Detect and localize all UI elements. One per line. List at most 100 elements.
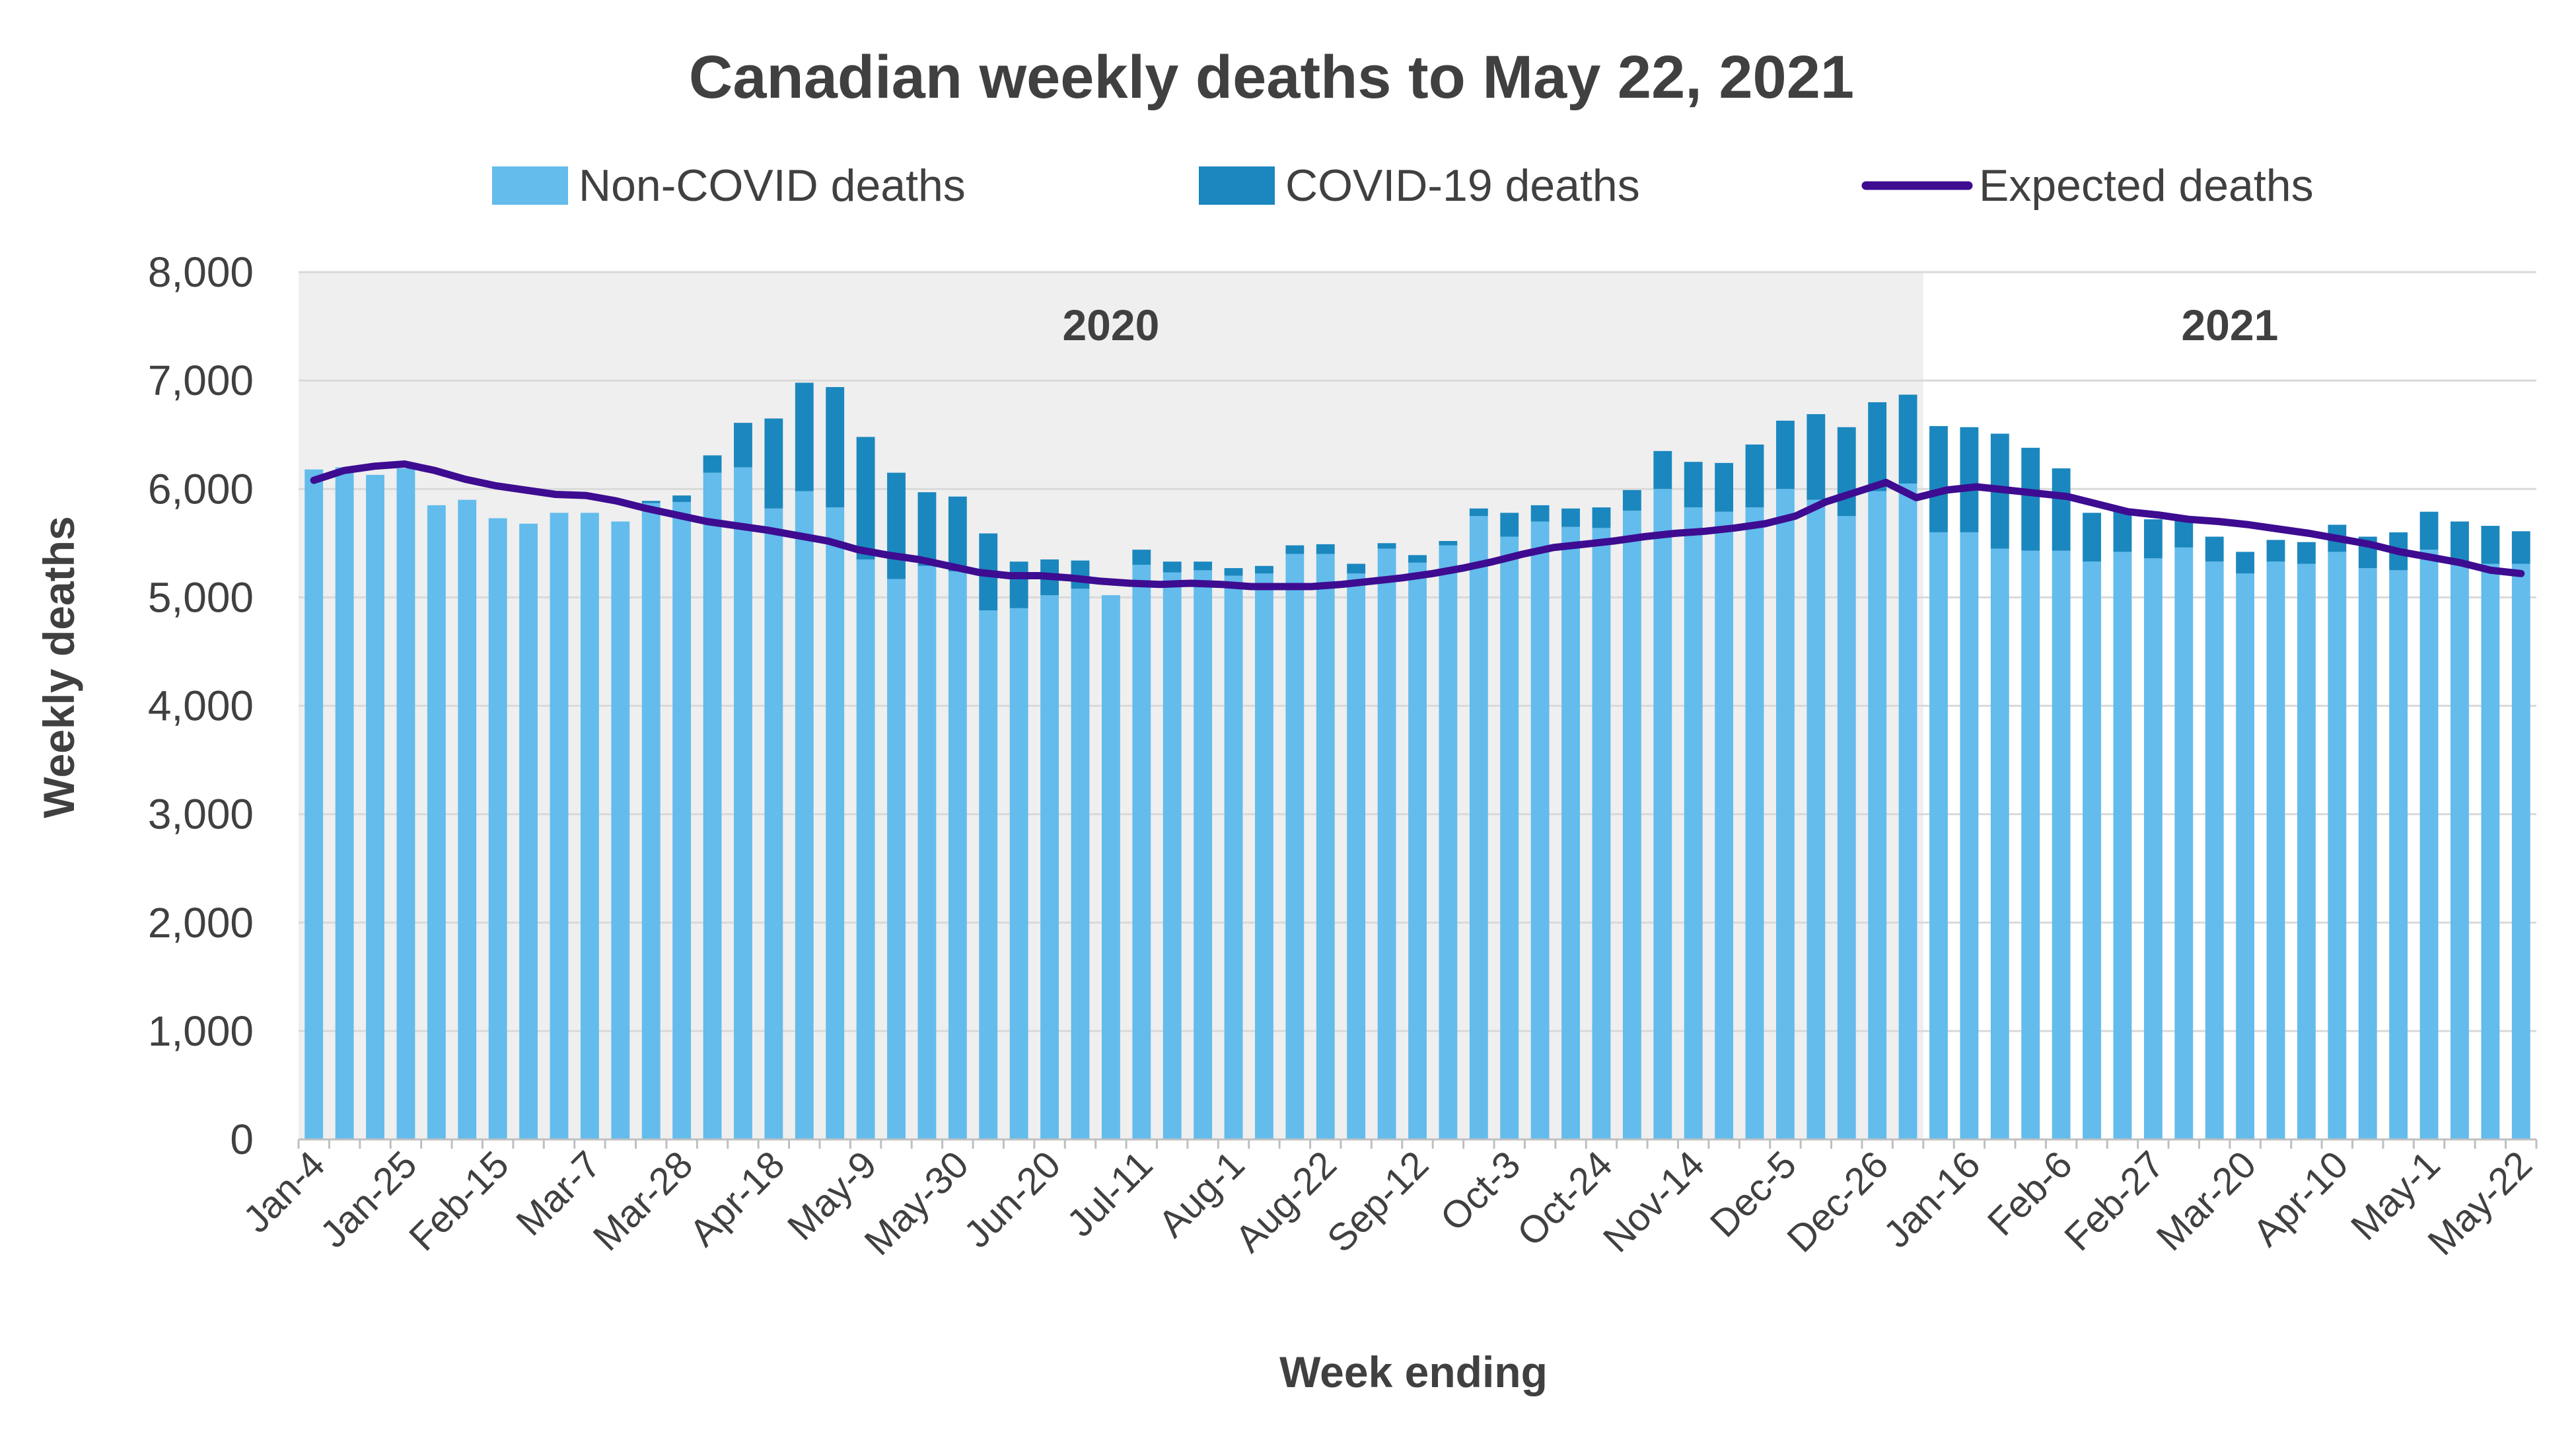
bar-non-covid-1 xyxy=(335,467,354,1139)
x-axis-title: Week ending xyxy=(1279,1348,1548,1396)
legend-label-non-covid: Non-COVID deaths xyxy=(579,161,966,211)
bar-non-covid-15 xyxy=(764,508,783,1139)
bar-non-covid-7 xyxy=(519,523,538,1139)
bar-non-covid-66 xyxy=(2328,552,2347,1139)
bar-non-covid-49 xyxy=(1807,499,1826,1139)
bar-non-covid-58 xyxy=(2083,561,2101,1139)
bar-covid-45 xyxy=(1684,462,1703,508)
bar-non-covid-21 xyxy=(948,571,967,1139)
legend-swatch-non-covid xyxy=(492,166,568,205)
bar-covid-42 xyxy=(1592,507,1611,528)
bar-non-covid-24 xyxy=(1040,595,1059,1139)
bar-non-covid-47 xyxy=(1745,507,1764,1139)
bar-non-covid-18 xyxy=(856,559,875,1139)
y-ticks: 0 1,000 2,000 3,000 4,000 5,000 6,000 7,000 8,00… xyxy=(148,248,254,1163)
expected-line-group xyxy=(310,460,2525,591)
bar-non-covid-71 xyxy=(2481,563,2500,1139)
bar-covid-30 xyxy=(1224,568,1243,576)
bar-covid-59 xyxy=(2113,511,2132,552)
x-tick-label-Jun-20: Jun-20 xyxy=(956,1143,1069,1256)
y-axis-title: Weekly deaths xyxy=(34,516,83,818)
year-band-label-2020: 2020 xyxy=(1062,301,1159,349)
x-tick-label-Apr-18: Apr-18 xyxy=(681,1143,793,1254)
x-tick-label-Jan-25: Jan-25 xyxy=(312,1143,425,1256)
bar-non-covid-20 xyxy=(917,565,937,1139)
bar-covid-72 xyxy=(2511,531,2530,564)
bar-non-covid-14 xyxy=(734,467,752,1139)
bar-non-covid-59 xyxy=(2113,552,2132,1139)
bar-covid-14 xyxy=(734,423,752,468)
bar-non-covid-10 xyxy=(611,521,630,1139)
bar-non-covid-57 xyxy=(2052,550,2071,1139)
bar-non-covid-0 xyxy=(304,469,324,1139)
bar-non-covid-70 xyxy=(2451,565,2469,1139)
x-tick-label-Mar-20: Mar-20 xyxy=(2148,1143,2264,1259)
bar-covid-23 xyxy=(1009,561,1028,608)
bar-non-covid-60 xyxy=(2143,558,2163,1139)
y-tick-label-5000: 5,000 xyxy=(148,573,254,621)
bar-non-covid-38 xyxy=(1469,516,1488,1139)
bar-covid-51 xyxy=(1868,402,1887,491)
bar-covid-57 xyxy=(2052,468,2071,551)
bar-non-covid-36 xyxy=(1408,562,1427,1139)
bar-covid-13 xyxy=(703,455,722,473)
bar-non-covid-67 xyxy=(2358,568,2377,1139)
bar-non-covid-2 xyxy=(366,474,384,1139)
bar-covid-19 xyxy=(887,472,906,579)
bar-non-covid-23 xyxy=(1009,608,1028,1139)
x-tick-label-Aug-22: Aug-22 xyxy=(1227,1143,1345,1260)
y-tick-label-6000: 6,000 xyxy=(148,465,254,513)
bar-covid-29 xyxy=(1194,561,1213,571)
legend: Non-COVID deaths COVID-19 deaths Expecte… xyxy=(492,161,2314,211)
bar-non-covid-63 xyxy=(2236,573,2255,1139)
bar-covid-12 xyxy=(672,495,692,502)
y-tick-label-4000: 4,000 xyxy=(148,682,254,730)
bar-covid-36 xyxy=(1408,555,1427,563)
x-tick-label-Jan-16: Jan-16 xyxy=(1875,1143,1988,1256)
bar-covid-54 xyxy=(1960,427,1979,532)
bar-non-covid-56 xyxy=(2021,550,2040,1139)
bar-non-covid-62 xyxy=(2205,561,2224,1139)
y-tick-label-8000: 8,000 xyxy=(148,248,254,296)
bar-non-covid-39 xyxy=(1500,536,1519,1139)
bar-non-covid-55 xyxy=(1990,548,2009,1139)
bar-non-covid-68 xyxy=(2389,570,2408,1139)
bar-non-covid-53 xyxy=(1929,532,1948,1139)
bar-covid-43 xyxy=(1622,489,1641,511)
bar-covid-41 xyxy=(1561,508,1580,527)
bar-covid-37 xyxy=(1439,541,1458,546)
y-tick-label-2000: 2,000 xyxy=(148,899,254,947)
y-tick-label-7000: 7,000 xyxy=(148,357,254,404)
bar-non-covid-51 xyxy=(1868,491,1887,1139)
bar-covid-18 xyxy=(856,437,875,559)
bar-covid-56 xyxy=(2021,447,2040,551)
bar-non-covid-61 xyxy=(2174,547,2194,1139)
bar-non-covid-30 xyxy=(1224,575,1243,1139)
bar-non-covid-41 xyxy=(1561,526,1580,1139)
bar-covid-47 xyxy=(1745,444,1764,508)
x-tick-label-Sep-12: Sep-12 xyxy=(1319,1143,1437,1260)
year-band-label-2021: 2021 xyxy=(2181,301,2278,349)
x-tick-label-May-30: May-30 xyxy=(856,1143,977,1264)
x-tick-label-Feb-27: Feb-27 xyxy=(2056,1143,2172,1259)
bar-non-covid-3 xyxy=(396,468,415,1139)
bar-covid-16 xyxy=(795,382,814,491)
y-tick-label-1000: 1,000 xyxy=(148,1007,254,1055)
bar-non-covid-13 xyxy=(703,472,722,1139)
bar-non-covid-45 xyxy=(1684,507,1703,1139)
bar-covid-62 xyxy=(2205,536,2224,562)
x-tick-label-May-22: May-22 xyxy=(2419,1143,2540,1264)
x-tick-label-Feb-15: Feb-15 xyxy=(401,1143,517,1259)
x-ticks: Jan-4Jan-25Feb-15Mar-7Mar-28Apr-18May-9M… xyxy=(235,1143,2540,1264)
x-tick-label-Nov-14: Nov-14 xyxy=(1595,1143,1713,1260)
bar-non-covid-19 xyxy=(887,579,906,1139)
bar-covid-20 xyxy=(917,492,937,566)
bar-covid-25 xyxy=(1071,560,1090,589)
bar-non-covid-64 xyxy=(2266,561,2285,1139)
bar-covid-11 xyxy=(641,501,661,503)
legend-swatch-covid xyxy=(1199,166,1275,205)
bar-non-covid-5 xyxy=(458,499,477,1139)
legend-label-covid: COVID-19 deaths xyxy=(1285,161,1640,211)
bar-non-covid-48 xyxy=(1776,489,1795,1139)
